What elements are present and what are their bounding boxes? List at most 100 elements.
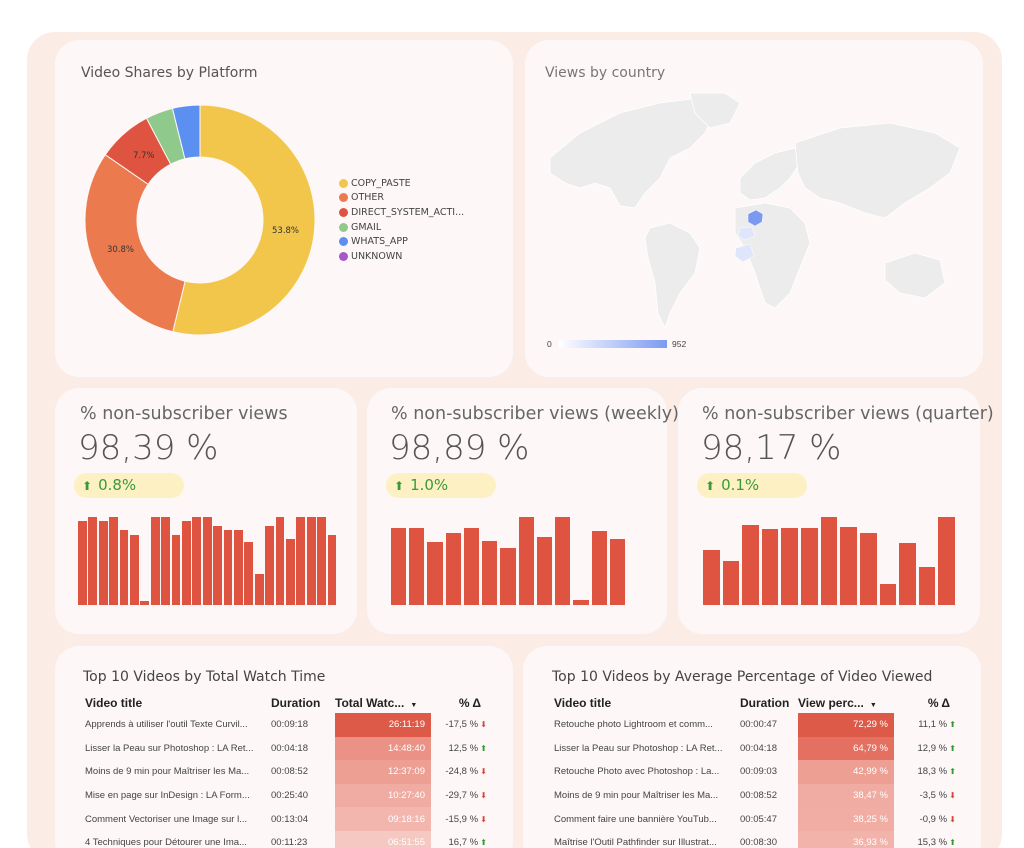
- kpi-delta-value-2: 1.0%: [410, 476, 449, 494]
- kpi-bar[interactable]: [296, 517, 306, 605]
- kpi-bar[interactable]: [171, 534, 181, 605]
- kpi-bar[interactable]: [918, 567, 936, 605]
- kpi-bar[interactable]: [879, 583, 897, 605]
- col-duration[interactable]: Duration: [740, 696, 790, 710]
- table-row[interactable]: Moins de 9 min pour Maîtriser les Ma... 0…: [85, 760, 487, 784]
- cell-metric: 12:37:09: [335, 760, 431, 784]
- kpi-sparkbars-2[interactable]: [391, 517, 628, 605]
- kpi-bar[interactable]: [182, 521, 191, 605]
- kpi-bar[interactable]: [609, 539, 625, 605]
- cell-metric: 10:27:40: [335, 783, 431, 808]
- table-row[interactable]: Lisser la Peau sur Photoshop : LA Ret...…: [554, 736, 956, 761]
- arrow-up-icon: ⬆: [947, 767, 956, 777]
- kpi-bar[interactable]: [317, 517, 327, 605]
- legend-item[interactable]: GMAIL: [339, 220, 464, 235]
- cell-video-title: Lisser la Peau sur Photoshop : LA Ret...: [85, 742, 254, 754]
- kpi-bar[interactable]: [88, 517, 98, 605]
- col-video-title[interactable]: Video title: [85, 696, 143, 710]
- kpi-bar[interactable]: [265, 525, 275, 605]
- legend-item[interactable]: UNKNOWN: [339, 249, 464, 264]
- kpi-bar[interactable]: [213, 525, 223, 605]
- kpi-bar[interactable]: [409, 528, 425, 605]
- table-row[interactable]: Retouche Photo avec Photoshop : La... 00:…: [554, 760, 956, 784]
- arrow-up-icon: ⬆: [947, 720, 956, 730]
- col-video-title[interactable]: Video title: [554, 696, 612, 710]
- table-row[interactable]: 4 Techniques pour Détourer une Ima... 00:…: [85, 830, 487, 848]
- col-total-watch[interactable]: Total Watc... ▼: [335, 693, 431, 713]
- kpi-bar[interactable]: [140, 600, 150, 605]
- kpi-bar[interactable]: [119, 530, 129, 605]
- kpi-bar[interactable]: [286, 539, 295, 605]
- table-row[interactable]: Comment faire une bannière YouTub... 00:0…: [554, 807, 956, 831]
- donut-chart[interactable]: [80, 100, 320, 340]
- kpi-bar[interactable]: [244, 541, 254, 605]
- kpi-bar[interactable]: [938, 517, 955, 605]
- kpi-bar[interactable]: [130, 534, 139, 605]
- kpi-bar[interactable]: [500, 547, 516, 605]
- kpi-bar[interactable]: [391, 527, 407, 605]
- legend-item[interactable]: OTHER: [339, 191, 464, 206]
- kpi-bar[interactable]: [306, 517, 316, 605]
- pie-slice[interactable]: [171, 104, 201, 160]
- world-map[interactable]: [540, 88, 965, 328]
- col-duration[interactable]: Duration: [271, 696, 321, 710]
- pie-slice[interactable]: [172, 104, 316, 336]
- kpi-bar[interactable]: [781, 527, 799, 605]
- legend-item[interactable]: WHATS_APP: [339, 234, 464, 249]
- kpi-bar[interactable]: [742, 524, 759, 605]
- legend-item[interactable]: DIRECT_SYSTEM_ACTI...: [339, 205, 464, 220]
- kpi-bar[interactable]: [555, 517, 571, 605]
- kpi-bar[interactable]: [192, 517, 202, 605]
- table-row[interactable]: Comment Vectoriser une Image sur l... 00:…: [85, 807, 487, 831]
- kpi-bar[interactable]: [150, 517, 160, 605]
- kpi-sparkbars-1[interactable]: [78, 517, 338, 605]
- delta-value: 11,1 %: [918, 719, 948, 731]
- kpi-bar[interactable]: [482, 540, 498, 605]
- kpi-bar[interactable]: [840, 526, 857, 605]
- kpi-bar[interactable]: [202, 517, 212, 605]
- kpi-bar[interactable]: [536, 537, 553, 605]
- kpi-bar[interactable]: [463, 527, 480, 605]
- table-row[interactable]: Maîtrise l'Outil Pathfinder sur Illustra…: [554, 830, 956, 848]
- table-row[interactable]: Mise en page sur InDesign : LA Form... 00…: [85, 783, 487, 808]
- col-delta[interactable]: % Δ: [927, 696, 950, 710]
- kpi-bar[interactable]: [427, 541, 443, 605]
- kpi-bar[interactable]: [254, 574, 264, 605]
- table-row[interactable]: Moins de 9 min pour Maîtriser les Ma... 0…: [554, 783, 956, 808]
- legend-dot-icon: [339, 207, 348, 217]
- delta-value: 16,7 %: [448, 837, 479, 848]
- kpi-bar[interactable]: [801, 527, 818, 605]
- delta-value: -15,9 %: [445, 813, 479, 825]
- kpi-bar[interactable]: [109, 517, 119, 605]
- col-view-percentage[interactable]: View perc... ▼: [798, 693, 894, 713]
- kpi-bar[interactable]: [327, 534, 337, 605]
- kpi-bar[interactable]: [275, 517, 285, 605]
- kpi-bar[interactable]: [161, 517, 171, 605]
- kpi-bar[interactable]: [722, 561, 740, 605]
- north-america-shape: [549, 97, 716, 209]
- cell-duration: 00:05:47: [740, 813, 777, 825]
- kpi-bar[interactable]: [761, 529, 779, 605]
- legend-item[interactable]: COPY_PASTE: [339, 176, 464, 191]
- kpi-bar[interactable]: [899, 543, 916, 605]
- kpi-bar[interactable]: [223, 530, 233, 605]
- kpi-bar[interactable]: [820, 517, 838, 605]
- table1-title: Top 10 Videos by Total Watch Time: [83, 669, 326, 685]
- kpi-bar[interactable]: [859, 532, 877, 605]
- kpi-sparkbars-3[interactable]: [703, 517, 958, 605]
- sort-desc-icon: ▼: [410, 702, 418, 709]
- kpi-bar[interactable]: [98, 521, 108, 605]
- kpi-bar[interactable]: [591, 531, 607, 605]
- table-row[interactable]: Lisser la Peau sur Photoshop : LA Ret...…: [85, 736, 487, 761]
- col-delta[interactable]: % Δ: [458, 696, 481, 710]
- kpi-bar[interactable]: [234, 530, 243, 605]
- kpi-bar[interactable]: [78, 521, 87, 605]
- table-row[interactable]: Apprends à utiliser l'outil Texte Curvil…: [85, 713, 487, 737]
- col-view-percentage-label: View perc...: [798, 696, 864, 710]
- kpi-bar[interactable]: [703, 549, 720, 605]
- kpi-bar[interactable]: [445, 532, 461, 605]
- table-row[interactable]: Retouche photo Lightroom et comm... 00:00…: [554, 713, 956, 737]
- kpi-bar[interactable]: [573, 599, 589, 605]
- kpi-bar[interactable]: [518, 517, 534, 605]
- pie-slice[interactable]: [84, 154, 186, 333]
